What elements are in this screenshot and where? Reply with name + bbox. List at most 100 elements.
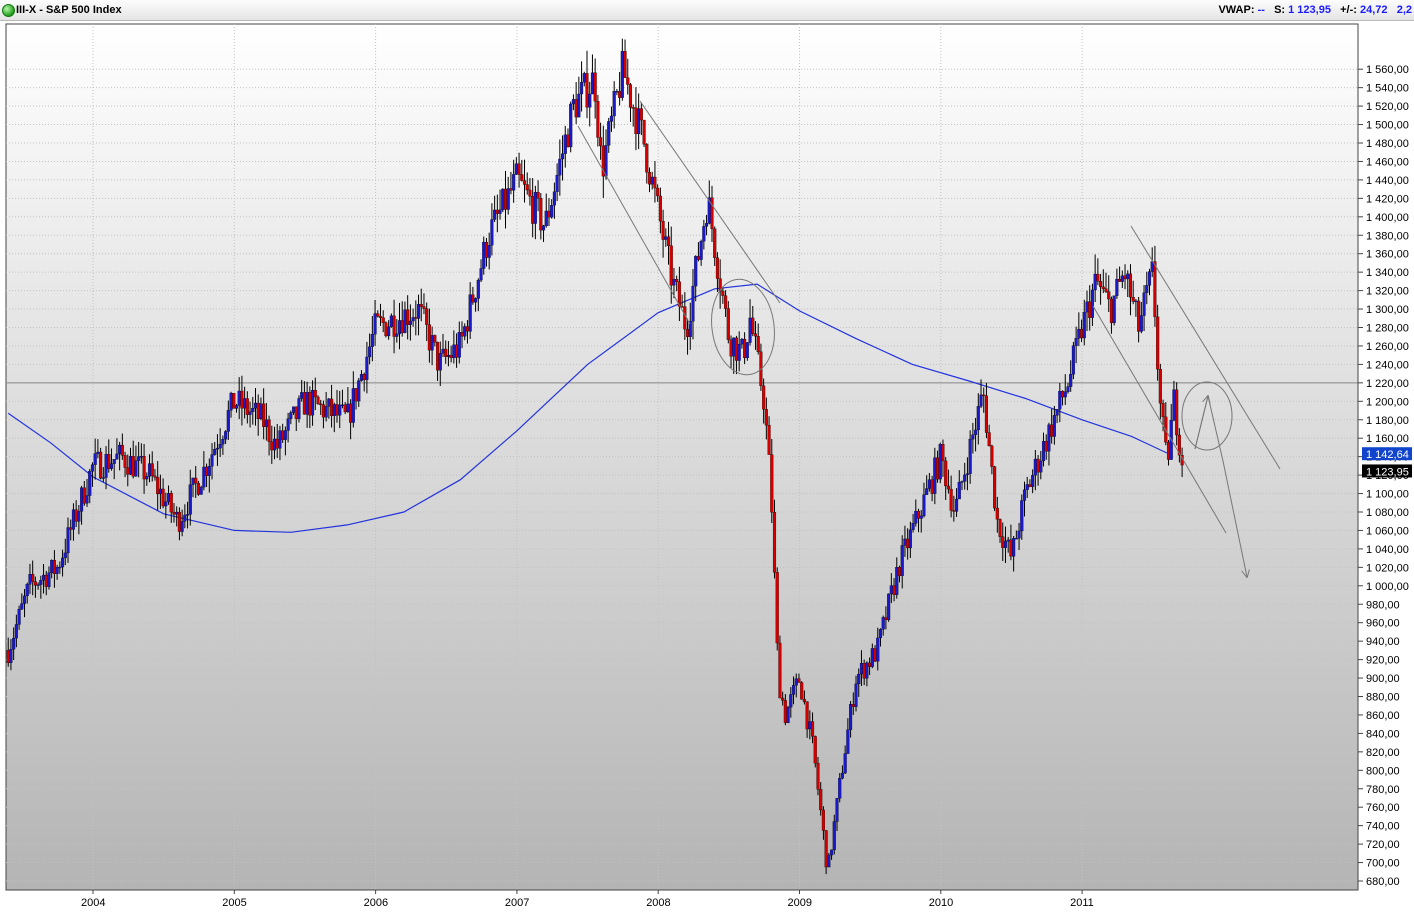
candle-body [408, 320, 412, 325]
candle-body [615, 91, 619, 93]
candle [90, 462, 95, 487]
candle-body [876, 637, 880, 662]
candle [251, 396, 255, 425]
candle [786, 705, 790, 724]
candle [202, 451, 206, 491]
candle [324, 391, 328, 422]
candle [990, 444, 994, 475]
candle-body [36, 584, 40, 586]
candle [1039, 451, 1043, 480]
candle [164, 492, 168, 519]
candle-body [1052, 415, 1056, 437]
candle [539, 193, 543, 240]
candle [756, 323, 760, 355]
candle [66, 517, 70, 563]
candle [487, 232, 491, 270]
candle-body [487, 245, 491, 258]
candle-body [82, 487, 86, 504]
candle [580, 61, 584, 112]
y-tick-label: 880,00 [1366, 692, 1400, 704]
candle [501, 188, 505, 213]
candle [944, 457, 948, 500]
candle [849, 701, 853, 738]
candle [31, 560, 35, 596]
candle [517, 152, 521, 188]
candle-body [990, 445, 994, 467]
candle [22, 589, 27, 618]
y-tick-label: 920,00 [1366, 655, 1400, 667]
price-readouts: VWAP: -- S: 1 123,95 +/-: 24,72 2,2 [1218, 0, 1412, 20]
candle [376, 310, 380, 318]
candle [248, 401, 252, 428]
candle [36, 582, 40, 590]
candle [971, 422, 975, 454]
candle-body [781, 697, 785, 701]
candle-body [389, 315, 393, 327]
candle-body [550, 205, 554, 218]
candle [319, 399, 323, 415]
candle-body [52, 560, 56, 574]
candle [1156, 304, 1160, 381]
candle-body [335, 404, 339, 416]
candle-body [590, 72, 594, 95]
candle-body [1166, 442, 1171, 460]
candle-body [531, 196, 535, 224]
candle [838, 773, 842, 803]
candle-body [444, 348, 448, 357]
candle [666, 221, 671, 265]
candle-body [1041, 441, 1046, 462]
candle [311, 380, 315, 426]
candle [941, 439, 945, 477]
candle [150, 451, 154, 482]
candle-body [1028, 484, 1032, 487]
candle [408, 304, 412, 341]
candle-body [207, 466, 211, 476]
candle [569, 101, 573, 153]
trendline-2011-upper [1130, 225, 1281, 470]
candle-body [938, 444, 942, 480]
candle-body [359, 374, 364, 381]
candle-body [979, 394, 983, 407]
candle [881, 615, 885, 636]
candle-body [300, 392, 304, 399]
candle-body [343, 404, 347, 413]
candle [433, 334, 437, 347]
candle [215, 434, 220, 467]
candle [1093, 254, 1097, 303]
candle-body [528, 189, 532, 197]
candle-body [427, 324, 431, 351]
candle-body [715, 257, 719, 279]
candle [925, 475, 929, 495]
candle-body [99, 451, 103, 479]
candle-body [327, 398, 331, 407]
candle-body [1085, 301, 1089, 313]
y-tick-label: 1 100,00 [1366, 489, 1409, 501]
candle [373, 299, 377, 346]
candle [805, 701, 809, 738]
candle-body [512, 174, 516, 191]
candle [802, 690, 806, 705]
candle-body [479, 268, 483, 281]
y-tick-label: 1 400,00 [1366, 212, 1409, 224]
candle-body [397, 320, 402, 335]
candle-body [145, 476, 149, 480]
candle-body [1047, 424, 1051, 452]
candle [528, 177, 532, 206]
candle [210, 443, 214, 480]
candle-body [810, 721, 815, 737]
candle-body [126, 467, 130, 475]
candle [93, 438, 97, 480]
stock-chart[interactable]: 1 560,00 1 540,00 1 520,00 1 500,00 1 480,00… [0, 21, 1414, 912]
candle [955, 488, 959, 517]
candle [816, 757, 820, 796]
candle-body [582, 73, 586, 83]
candle-body [623, 51, 627, 78]
candle-body [944, 460, 948, 487]
candle-body [772, 512, 777, 573]
x-tick-label: 2010 [929, 897, 953, 909]
candle [895, 557, 899, 599]
moving-average-line [7, 283, 1168, 533]
candle-body [387, 326, 391, 337]
candle-body [199, 486, 203, 495]
candle-body [1112, 295, 1116, 324]
